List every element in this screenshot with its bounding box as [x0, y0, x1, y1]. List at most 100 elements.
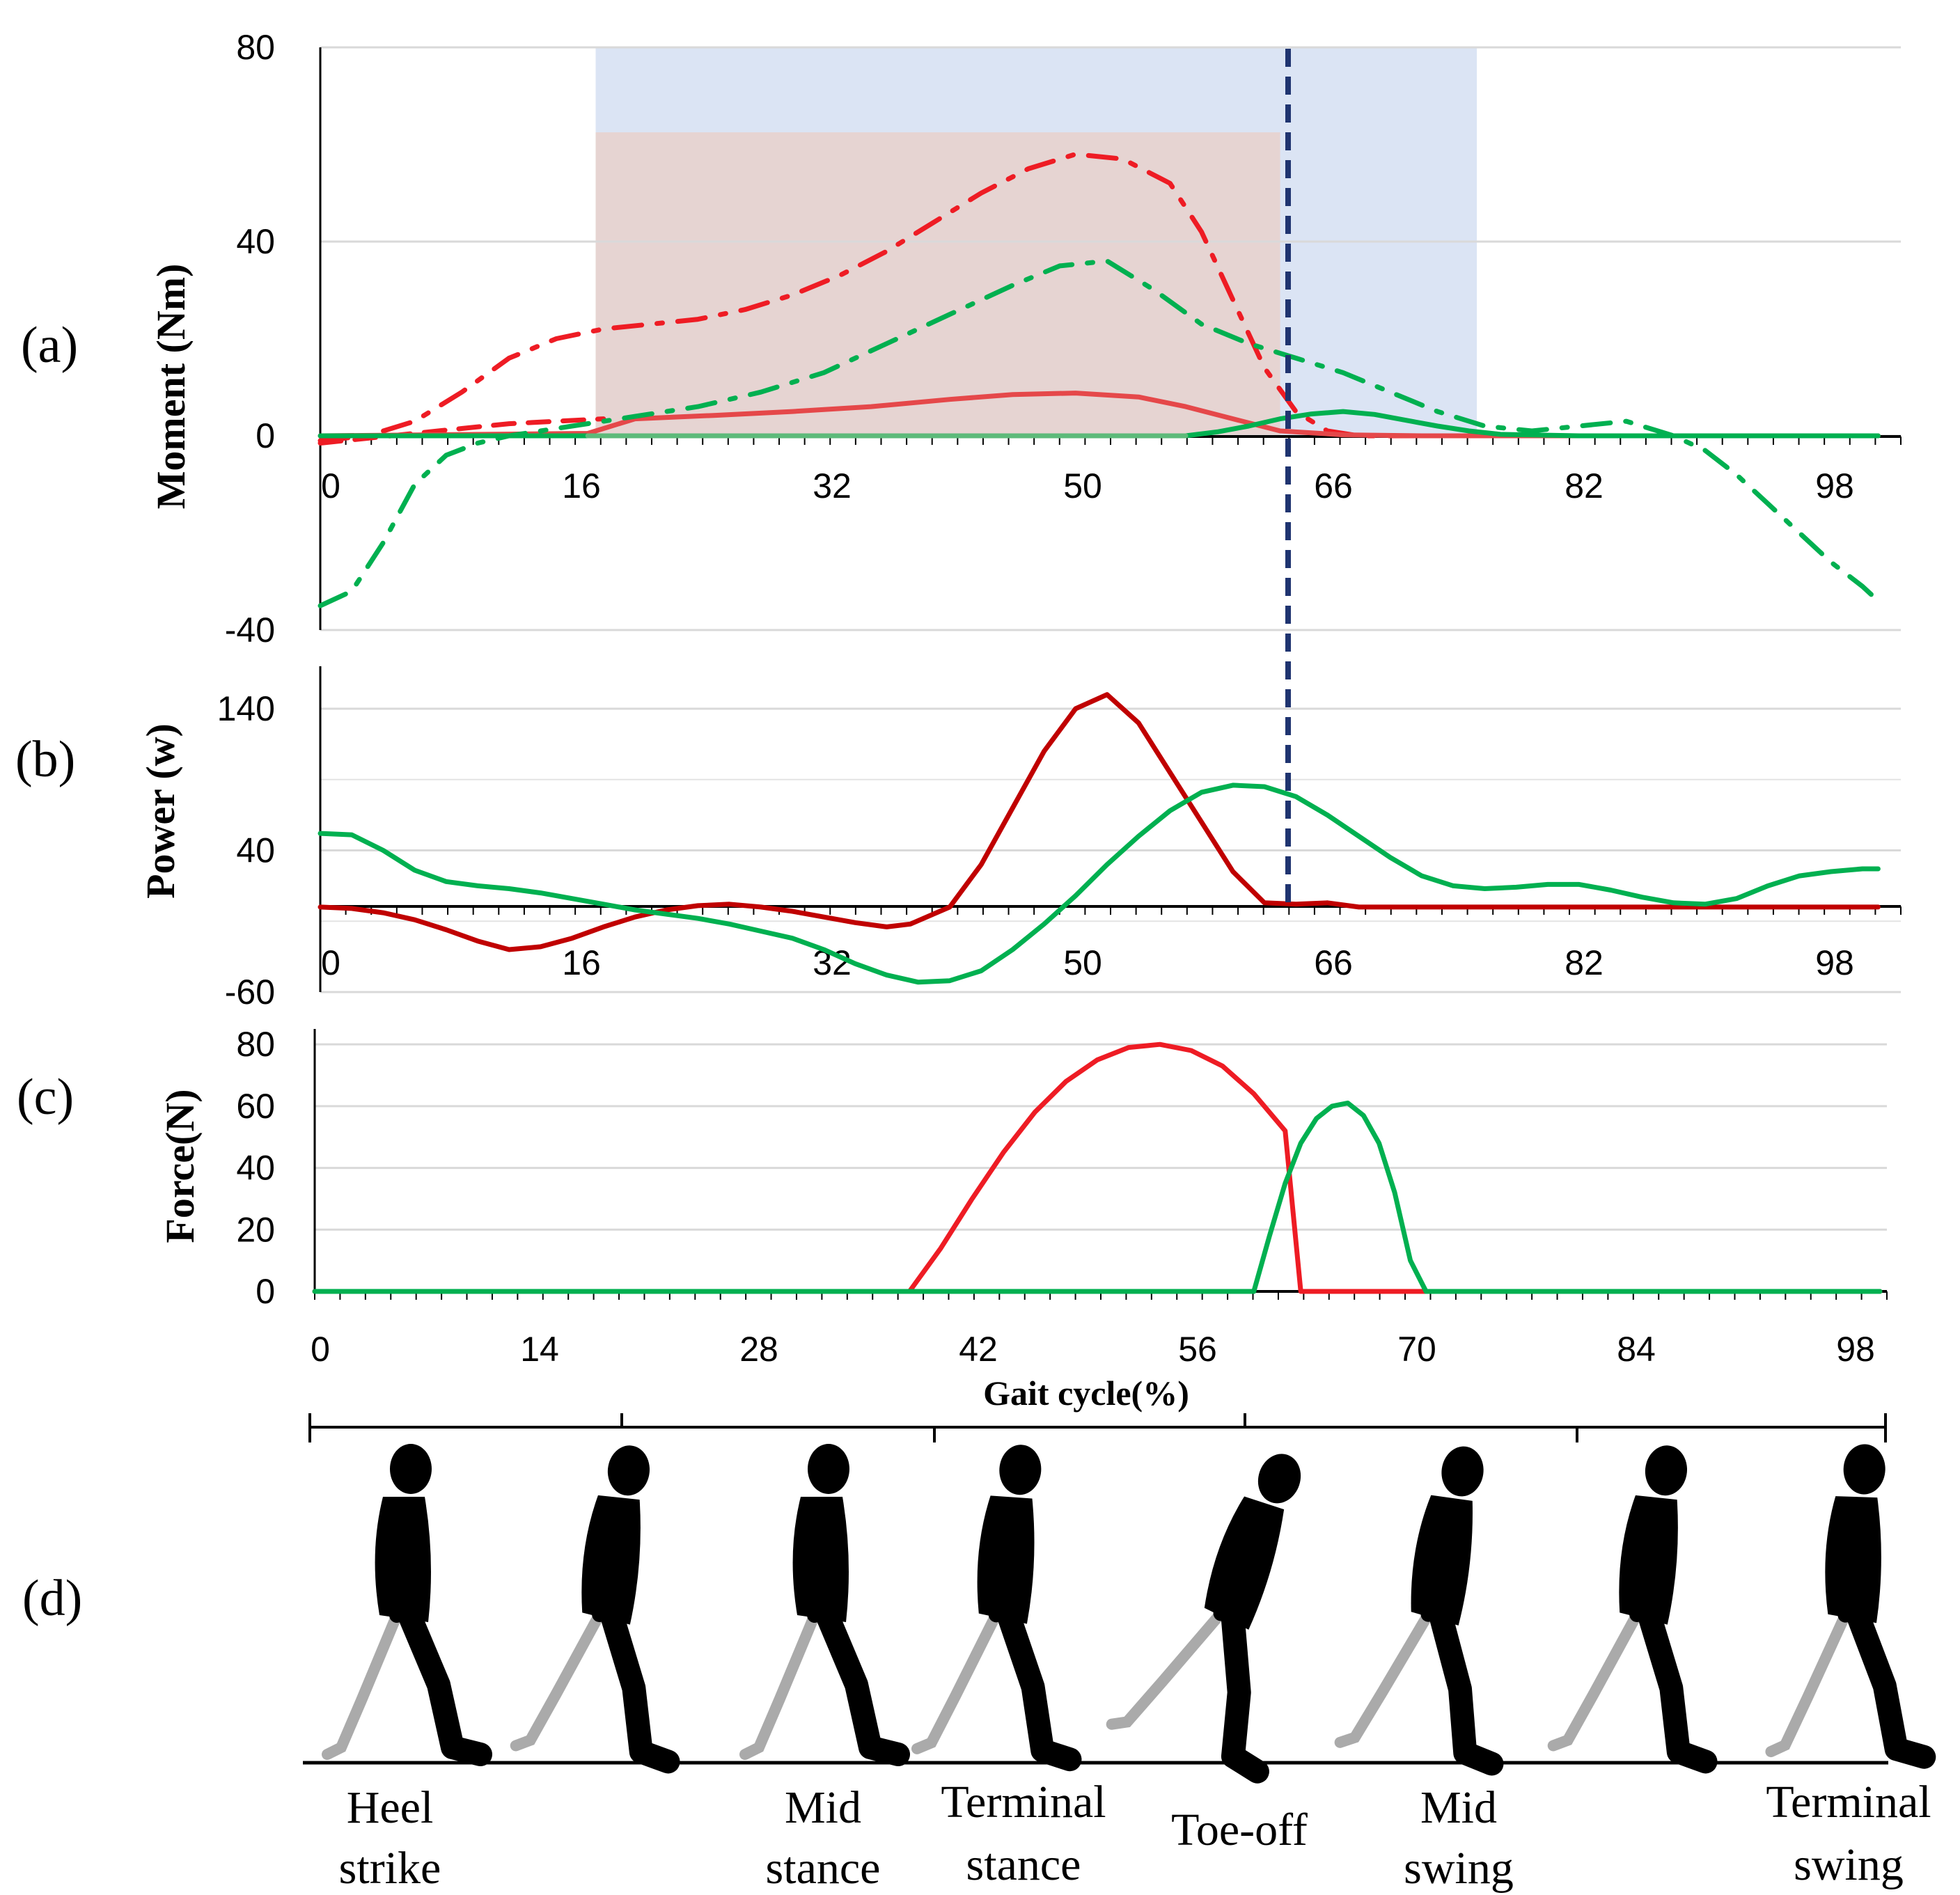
- x-tick-label: 50: [1063, 943, 1102, 982]
- head: [1645, 1445, 1688, 1496]
- y-tick-label: 60: [236, 1087, 275, 1126]
- rear-leg-outline: [322, 1610, 402, 1760]
- rear-leg-outline: [1765, 1609, 1851, 1758]
- walking-figure: [911, 1445, 1082, 1772]
- phase-label-mid-swing-line1: Mid: [1420, 1782, 1497, 1833]
- x-tick-label: 0: [321, 466, 340, 505]
- series-line-green-solid: [317, 409, 1881, 439]
- arm: [986, 1503, 1015, 1623]
- head: [1843, 1444, 1885, 1495]
- front-leg: [1429, 1607, 1504, 1776]
- x-tick-label: 98: [1815, 943, 1854, 982]
- y-tick-label: 140: [217, 689, 275, 728]
- y-tick-label: 0: [256, 1272, 275, 1311]
- y-tick-label: -60: [225, 973, 275, 1012]
- walking-figure: [1106, 1454, 1301, 1784]
- front-leg: [817, 1607, 910, 1766]
- phase-label-terminal-stance-line1: Terminal: [941, 1777, 1106, 1827]
- head: [607, 1445, 650, 1496]
- phase-label-toe-off: Toe-off: [1171, 1804, 1308, 1855]
- force-x-axis-label: Gait cycle(%): [983, 1374, 1189, 1413]
- walking-figure: [1547, 1445, 1718, 1774]
- series-line-green-power: [317, 783, 1881, 985]
- power-y-axis-label: Power (w): [138, 723, 183, 899]
- panel-label-d: (d): [22, 1570, 82, 1627]
- moment-chart: 80 40 0 -40 0 16 32 50 66 82 98: [225, 28, 1902, 650]
- phase-label-mid-stance-line1: Mid: [785, 1782, 861, 1833]
- force-y-axis-label: Force(N): [157, 1089, 203, 1243]
- y-tick-label: 20: [236, 1210, 275, 1249]
- arm: [1213, 1507, 1264, 1621]
- series-line-red-dashed: [317, 416, 606, 446]
- x-tick-label: 70: [1397, 1330, 1436, 1369]
- arm: [1420, 1503, 1455, 1622]
- front-leg: [998, 1607, 1082, 1772]
- walking-figure: [1765, 1444, 1936, 1769]
- x-tick-label: 14: [520, 1330, 559, 1369]
- head: [999, 1445, 1042, 1495]
- rear-leg-outline: [1547, 1609, 1643, 1752]
- x-tick-label: 66: [1314, 943, 1353, 982]
- head: [808, 1444, 849, 1494]
- y-tick-label: 0: [256, 416, 275, 455]
- walking-figure: [510, 1445, 680, 1774]
- x-tick-label: 0: [321, 943, 340, 982]
- phase-bracket: [308, 1413, 1887, 1442]
- series-line-green-force: [312, 1100, 1883, 1294]
- walking-figure: [322, 1444, 492, 1766]
- y-tick-label: -40: [225, 611, 275, 650]
- front-leg: [1847, 1607, 1936, 1769]
- torso: [1204, 1496, 1285, 1630]
- series-line-red-power: [317, 692, 1881, 952]
- walking-figure: [1334, 1446, 1504, 1776]
- force-chart: 80 60 40 20 00 14 28 42 56 70 84 98: [236, 1025, 1888, 1369]
- walking-figures: [322, 1444, 1936, 1784]
- y-tick-label: 80: [236, 28, 275, 67]
- front-leg: [1638, 1607, 1718, 1774]
- x-tick-label: 0: [311, 1330, 330, 1369]
- panel-label-b: (b): [15, 731, 75, 788]
- x-tick-label: 66: [1314, 466, 1353, 505]
- x-tick-label: 16: [562, 943, 601, 982]
- phase-label-heel-strike-line2: strike: [339, 1843, 441, 1894]
- front-leg: [601, 1607, 680, 1774]
- rear-leg-outline: [1334, 1608, 1434, 1748]
- phase-label-terminal-swing-line1: Terminal: [1766, 1777, 1931, 1827]
- x-tick-label: 98: [1815, 466, 1854, 505]
- phase-labels: Heel strike Mid stance Terminal stance T…: [339, 1777, 1931, 1894]
- x-tick-label: 50: [1063, 466, 1102, 505]
- x-tick-label: 16: [562, 466, 601, 505]
- head: [390, 1444, 432, 1494]
- panel-label-c: (c): [17, 1069, 74, 1126]
- head: [1441, 1446, 1484, 1497]
- y-tick-label: 40: [236, 831, 275, 870]
- rear-leg-outline: [1106, 1607, 1227, 1730]
- arm: [1628, 1503, 1659, 1623]
- front-leg: [399, 1607, 492, 1766]
- head: [1257, 1454, 1301, 1504]
- x-tick-label: 42: [959, 1330, 998, 1369]
- series-line-red-solid: [317, 391, 1881, 439]
- series-line-red-dashdot: [317, 152, 1881, 443]
- phase-label-mid-swing-line2: swing: [1404, 1843, 1514, 1894]
- x-tick-label: 98: [1836, 1330, 1875, 1369]
- arm: [802, 1503, 826, 1623]
- phase-label-terminal-stance-line2: stance: [966, 1839, 1081, 1890]
- panel-label-a: (a): [21, 317, 78, 374]
- arm: [384, 1503, 408, 1623]
- y-tick-label: 40: [236, 1149, 275, 1188]
- y-tick-label: 80: [236, 1025, 275, 1064]
- x-tick-label: 82: [1565, 943, 1604, 982]
- phase-label-heel-strike-line1: Heel: [347, 1782, 434, 1833]
- phase-label-mid-stance-line2: stance: [766, 1843, 881, 1894]
- series-line-red-force: [312, 1041, 1883, 1294]
- phase-label-terminal-swing-line2: swing: [1794, 1839, 1904, 1890]
- x-tick-label: 82: [1565, 466, 1604, 505]
- rear-leg-outline: [739, 1610, 820, 1760]
- arm: [1834, 1502, 1860, 1623]
- rear-leg-outline: [911, 1609, 1002, 1754]
- x-tick-label: 84: [1617, 1330, 1656, 1369]
- rear-leg-outline: [510, 1609, 606, 1752]
